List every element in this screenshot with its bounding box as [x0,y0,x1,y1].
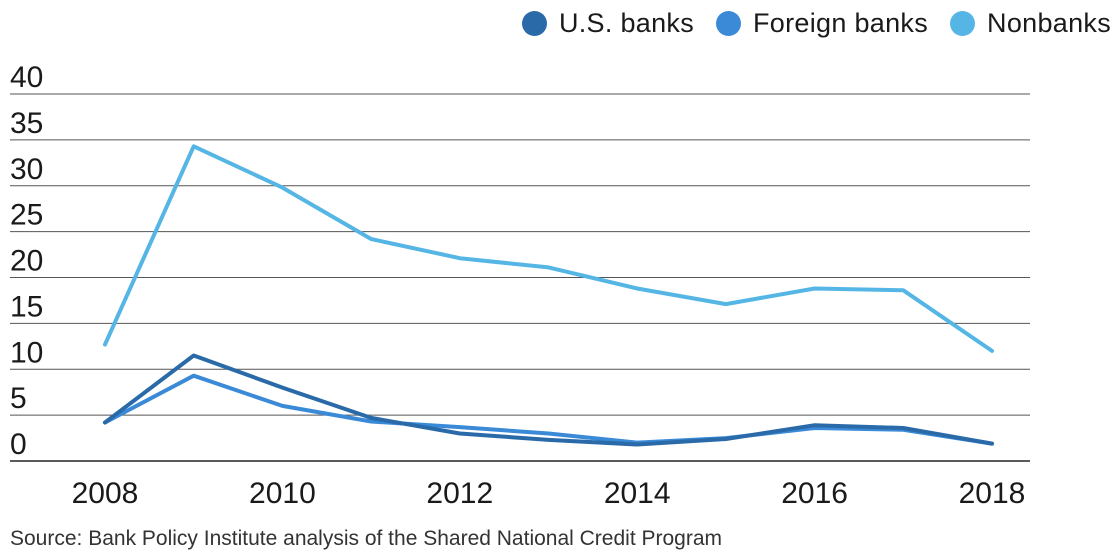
y-tick-label: 40 [10,61,43,94]
y-tick-label: 10 [10,336,43,369]
series-lines [103,144,994,447]
x-tick-label: 2018 [959,477,1026,510]
y-tick-label: 15 [10,290,43,323]
series-line-foreign-banks [103,373,994,446]
legend-item-us-banks: U.S. banks [521,8,695,39]
y-tick-label: 35 [10,107,43,140]
legend-label-us-banks: U.S. banks [558,8,695,38]
legend-item-foreign-banks: Foreign banks [716,8,928,39]
source-note: Source: Bank Policy Institute analysis o… [10,527,723,550]
legend-swatch-us-banks [521,11,547,36]
x-axis-ticks: 2008 2010 2012 2014 2016 2018 [72,477,1026,510]
x-tick-label: 2012 [426,477,493,510]
gridlines [10,93,1030,462]
y-tick-label: 5 [10,382,27,415]
series-line-nonbanks [103,144,994,353]
x-tick-label: 2008 [72,477,139,510]
y-tick-label: 20 [10,245,43,278]
x-tick-label: 2016 [781,477,848,510]
y-tick-label: 0 [10,428,27,461]
legend-label-foreign-banks: Foreign banks [753,8,929,38]
legend-item-nonbanks: Nonbanks [950,8,1111,39]
x-tick-label: 2014 [604,477,671,510]
y-axis-ticks: 0 5 10 15 20 25 30 35 40 [10,61,43,461]
legend-label-nonbanks: Nonbanks [987,8,1111,38]
legend: U.S. banks Foreign banks Nonbanks [500,8,1111,39]
x-tick-label: 2010 [249,477,316,510]
series-line-u-s-banks [103,353,994,447]
y-tick-label: 25 [10,199,43,232]
y-tick-label: 30 [10,153,43,186]
legend-swatch-foreign-banks [716,11,742,36]
legend-swatch-nonbanks [950,11,976,36]
